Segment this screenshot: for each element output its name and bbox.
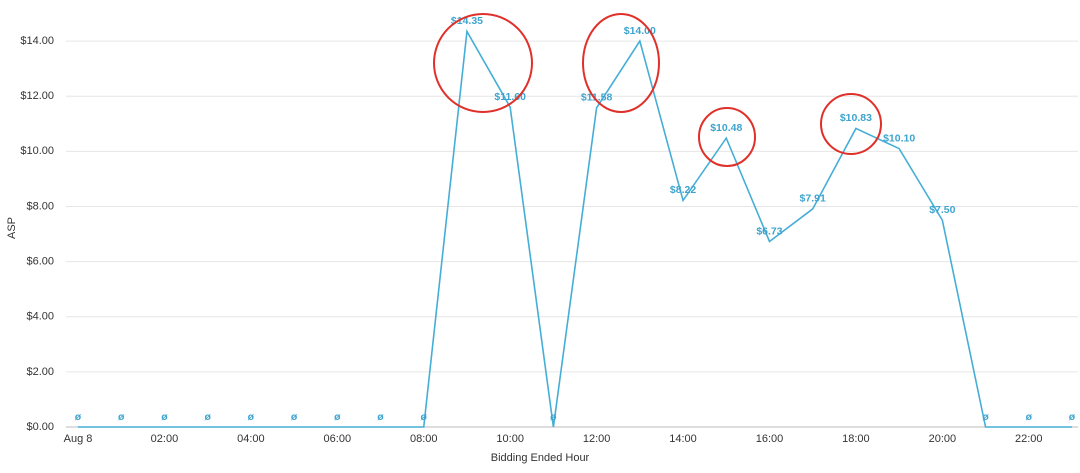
value-label: ø [75,411,82,423]
value-label: $10.10 [883,132,915,144]
value-label: $7.50 [929,204,955,216]
y-tick-label: $6.00 [26,256,54,268]
value-label: ø [1069,411,1076,423]
value-label: ø [377,411,384,423]
x-tick-label: 14:00 [669,433,697,445]
y-tick-label: $12.00 [20,90,54,102]
x-tick-label: 10:00 [496,433,524,445]
y-tick-label: $10.00 [20,145,54,157]
x-tick-label: 08:00 [410,433,438,445]
value-label: ø [248,411,255,423]
value-label: $6.73 [756,225,782,237]
x-tick-label: 18:00 [842,433,870,445]
x-tick-label: 04:00 [237,433,265,445]
value-label: $11.58 [581,92,613,104]
y-tick-label: $2.00 [26,366,54,378]
y-tick-label: $14.00 [20,35,54,47]
value-label: $10.48 [710,122,742,134]
x-axis-title: Bidding Ended Hour [491,452,590,464]
value-label: $7.91 [800,193,826,205]
x-tick-label: 16:00 [756,433,784,445]
highlight-circle [820,93,882,155]
value-label: ø [982,411,989,423]
line [78,28,1072,428]
x-tick-label: 06:00 [324,433,352,445]
y-tick-label: $8.00 [26,200,54,212]
x-tick-label: 20:00 [929,433,957,445]
y-axis-title: ASP [6,217,18,239]
value-label: ø [204,411,211,423]
value-label: ø [421,411,428,423]
value-label: $11.60 [494,91,526,103]
highlight-circle [698,107,756,167]
highlight-circle [433,13,533,113]
x-tick-label: 12:00 [583,433,611,445]
y-tick-label: $0.00 [26,421,54,433]
value-label: ø [550,411,557,423]
value-label: $14.35 [451,15,483,27]
x-tick-label: 22:00 [1015,433,1043,445]
highlight-circle [582,13,660,113]
value-label: ø [291,411,298,423]
x-tick-label: 02:00 [151,433,179,445]
value-label: ø [118,411,125,423]
y-tick-label: $4.00 [26,311,54,323]
x-tick-label: Aug 8 [64,433,93,445]
annotations [433,13,882,167]
value-label: ø [1026,411,1033,423]
value-label: $10.83 [840,112,872,124]
value-label: ø [334,411,341,423]
value-label: $8.22 [670,184,696,196]
plot-area: $0.00 $2.00 $4.00 $6.00 $8.00 $10.00 $12.00 $14… [20,15,1078,445]
value-label: ø [161,411,168,423]
